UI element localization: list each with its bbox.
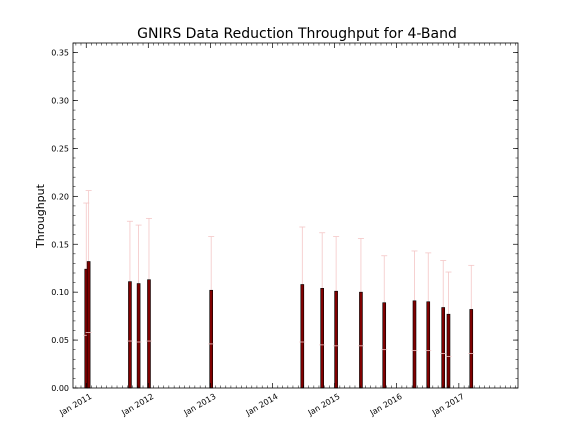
x-tick-label: Jan 2012 bbox=[119, 392, 155, 418]
y-tick-label: 0.20 bbox=[51, 192, 69, 201]
y-tick-label: 0.30 bbox=[51, 97, 69, 106]
bar bbox=[209, 289, 213, 389]
bar bbox=[128, 281, 132, 389]
bar bbox=[86, 261, 91, 389]
y-axis-label: Throughput bbox=[34, 183, 47, 249]
bar bbox=[147, 279, 151, 389]
x-tick-label: Jan 2016 bbox=[368, 392, 404, 418]
bar bbox=[300, 284, 305, 389]
y-tick-label: 0.35 bbox=[51, 49, 69, 58]
y-tick-label: 0.05 bbox=[51, 336, 69, 345]
y-tick-label: 0.15 bbox=[51, 240, 69, 249]
x-tick-label: Jan 2017 bbox=[430, 392, 466, 418]
x-tick-label: Jan 2014 bbox=[244, 392, 280, 418]
bar bbox=[382, 302, 387, 389]
bar bbox=[136, 283, 141, 389]
bar bbox=[426, 301, 431, 389]
bar bbox=[334, 290, 338, 389]
bar bbox=[320, 288, 324, 389]
bar bbox=[359, 291, 363, 389]
y-tick-label: 0.00 bbox=[51, 384, 69, 393]
plot-area bbox=[83, 190, 475, 389]
bar bbox=[441, 307, 446, 389]
bar bbox=[412, 300, 417, 389]
bar bbox=[469, 309, 474, 389]
y-tick-label: 0.10 bbox=[51, 288, 69, 297]
y-tick-label: 0.25 bbox=[51, 144, 69, 153]
x-tick-label: Jan 2013 bbox=[182, 392, 218, 418]
bar bbox=[446, 313, 451, 389]
x-tick-label: Jan 2011 bbox=[57, 392, 93, 418]
x-tick-label: Jan 2015 bbox=[306, 392, 342, 418]
chart-title: GNIRS Data Reduction Throughput for 4-Ba… bbox=[137, 26, 457, 42]
